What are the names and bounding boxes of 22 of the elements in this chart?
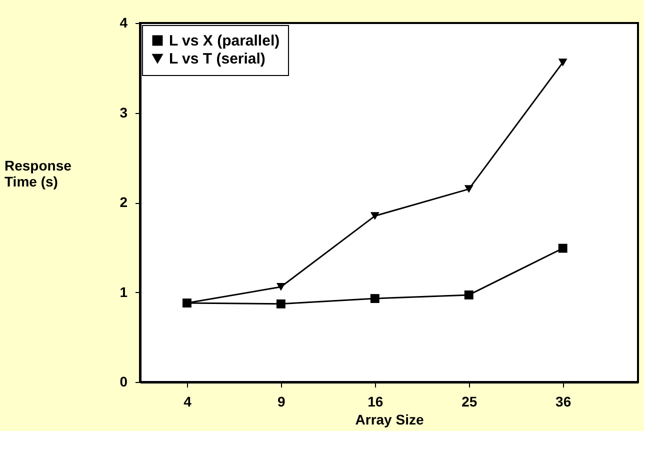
- point: [276, 282, 286, 291]
- legend-label: L vs X (parallel): [169, 32, 280, 50]
- point: [464, 290, 474, 300]
- point: [276, 299, 286, 308]
- y-tick-label: 3: [120, 104, 128, 120]
- y-tick-label: 4: [120, 14, 128, 30]
- point: [370, 294, 380, 304]
- x-axis-title: Array Size: [355, 412, 424, 428]
- point: [558, 244, 568, 253]
- x-tick-label: 4: [184, 394, 192, 410]
- x-tick-label: 9: [278, 394, 286, 410]
- x-tick-label: 36: [556, 394, 572, 410]
- legend-label: L vs T (serial): [169, 50, 266, 68]
- y-tick-label: 2: [120, 194, 128, 210]
- point: [558, 58, 568, 66]
- y-tick-label: 0: [120, 374, 128, 390]
- x-tick-label: 16: [368, 394, 384, 410]
- point: [370, 212, 380, 220]
- point: [464, 185, 474, 193]
- x-tick-label: 25: [462, 394, 478, 410]
- y-axis-title: Response Time (s): [4, 158, 72, 190]
- y-tick-label: 1: [120, 284, 128, 300]
